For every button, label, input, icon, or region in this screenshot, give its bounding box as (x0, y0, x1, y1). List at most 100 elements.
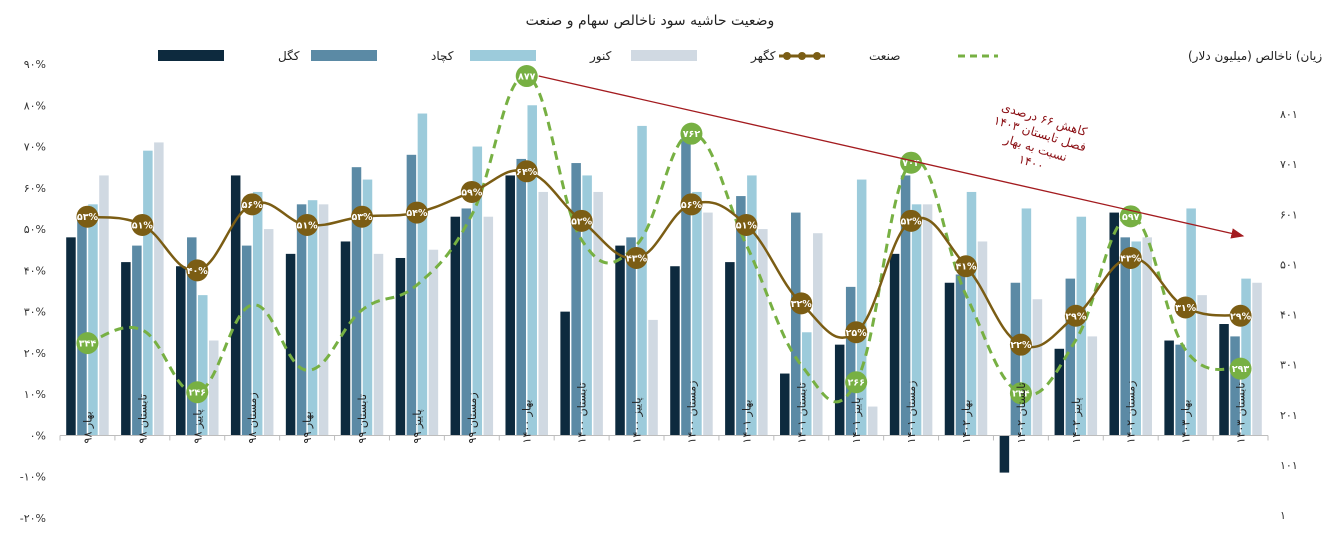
x-label: بهار ۱۴۰۳ (1180, 400, 1193, 444)
bar-1-18 (1065, 278, 1076, 436)
profit-marker (1119, 205, 1142, 228)
bar-2-3 (252, 191, 263, 436)
x-label: بهار ۱۴۰۱ (740, 400, 753, 444)
bar-2-0 (88, 204, 98, 436)
legend-label: کنور (589, 49, 612, 64)
right-tick-label: ۴۰۱ (1280, 309, 1298, 322)
bar-2-4 (307, 200, 318, 436)
bar-1-6 (406, 154, 417, 436)
legend-marker (798, 52, 806, 60)
legend-swatch (158, 50, 224, 61)
right-tick-label: ۶۰۱ (1280, 208, 1298, 221)
industry-point-label: ۵۲% (571, 216, 593, 227)
bar-0-6 (395, 257, 406, 436)
bar-1-20 (1175, 344, 1185, 436)
industry-point-label: ۴۳% (1120, 253, 1142, 264)
bar-0-0 (66, 237, 76, 436)
bar-0-5 (340, 241, 351, 436)
industry-point-label: ۵۳% (77, 212, 99, 223)
legend-swatch (311, 50, 377, 61)
bar-0-1 (121, 262, 131, 436)
bar-1-10 (626, 237, 636, 436)
bar-2-14 (856, 179, 867, 436)
bar-0-19 (1109, 212, 1119, 436)
industry-point-label: ۳۱% (1175, 303, 1197, 314)
bar-0-11 (670, 266, 680, 436)
right-tick-label: ۵۰۱ (1280, 258, 1298, 271)
bar-1-21 (1230, 336, 1240, 436)
bar-3-0 (99, 175, 109, 436)
bar-2-13 (802, 332, 812, 436)
right-y-axis: ۱ ۱۰۱ ۲۰۱ ۳۰۱ ۴۰۱ ۵۰۱ ۶۰۱ ۷۰۱ ۸۰۱ (1280, 108, 1298, 522)
bar-1-4 (296, 204, 307, 436)
bar-0-2 (176, 266, 186, 436)
bar-2-20 (1186, 208, 1196, 436)
profit-marker (76, 332, 99, 355)
bar-1-17 (1010, 282, 1021, 436)
bar-1-15 (900, 175, 911, 436)
left-tick-label: ۴۰% (24, 264, 46, 277)
bar-3-11 (703, 212, 713, 436)
x-label: پاییز ۱۴۰۰ (631, 397, 644, 443)
industry-point-label: ۶۴% (516, 167, 538, 178)
industry-point-label: ۴۳% (626, 253, 648, 264)
industry-marker (845, 321, 868, 344)
profit-point-label: ۸۷۷ (518, 72, 536, 83)
industry-point-label: ۵۶% (242, 200, 264, 211)
bar-3-10 (648, 319, 658, 436)
bar-2-17 (1021, 208, 1032, 436)
bar-1-5 (351, 167, 362, 436)
bar-1-7 (461, 208, 472, 436)
legend-label: کچاد (431, 49, 454, 63)
bar-2-5 (362, 179, 373, 436)
profit-point-label: ۲۴۴ (1012, 389, 1030, 400)
bar-0-18 (1054, 348, 1065, 436)
legend: کگل کچاد کنور کگهر صنعت سود (زیان) ناخالص (می… (158, 49, 1323, 64)
industry-point-label: ۵۲% (901, 216, 923, 227)
profit-point-label: ۲۹۳ (1232, 364, 1250, 375)
bar-0-4 (285, 253, 296, 436)
left-tick-label: ۳۰% (24, 306, 46, 319)
industry-point-label: ۳۲% (791, 299, 813, 310)
profit-point-label: ۲۴۶ (189, 388, 206, 399)
x-label: بهار ۹۹ (301, 411, 314, 443)
x-label: تابستان ۱۴۰۲ (1015, 382, 1028, 443)
bar-3-4 (318, 204, 329, 436)
bar-3-12 (758, 229, 768, 436)
bar-3-18 (1087, 336, 1098, 436)
legend-label: صنعت (869, 49, 900, 63)
bar-3-19 (1142, 237, 1152, 436)
profit-marker (900, 151, 923, 174)
bar-3-17 (1032, 299, 1043, 436)
bar-1-1 (132, 245, 142, 436)
profit-marker (1009, 382, 1032, 405)
industry-marker (735, 213, 758, 236)
industry-marker (241, 193, 264, 216)
line-series: ۳۴۴ ۲۴۶ ۸۷۷ ۷۶۲ ۲۶۶ ۷۰۴ ۲۴۴ ۵۹۷ ۲۹۳ ۵۳% ۵۱% ۴۰% ۵۶% ۵… (76, 65, 1252, 405)
right-tick-label: ۳۰۱ (1280, 359, 1298, 372)
bar-3-13 (813, 233, 823, 436)
x-label: تابستان ۱۴۰۱ (795, 382, 808, 443)
x-label: پاییز ۱۴۰۲ (1070, 397, 1083, 443)
x-label: بهار ۱۴۰۰ (521, 400, 534, 444)
bar-1-13 (791, 212, 801, 436)
x-label: بهار ۹۸ (81, 411, 94, 443)
right-tick-label: ۱ (1280, 509, 1286, 522)
bar-2-1 (143, 150, 153, 436)
x-label: زمستان ۱۴۰۱ (905, 381, 918, 444)
industry-marker (460, 180, 483, 203)
x-label: تابستان ۱۴۰۳ (1235, 382, 1248, 443)
industry-point-label: ۴۱% (955, 262, 977, 273)
bar-0-12 (725, 262, 735, 436)
bar-0-3 (230, 175, 241, 436)
industry-marker (405, 201, 428, 224)
left-tick-label: ۵۰% (24, 223, 46, 236)
bar-1-9 (571, 163, 581, 436)
right-tick-label: ۱۰۱ (1280, 459, 1298, 472)
x-label: زمستان ۹۸ (246, 392, 259, 443)
bar-series (66, 105, 1262, 473)
x-label: پاییز ۱۴۰۱ (850, 397, 863, 443)
industry-point-label: ۵۱% (736, 220, 758, 231)
bar-3-5 (373, 253, 384, 436)
legend-label: سود (زیان) ناخالص (میلیون دلار) (1188, 49, 1323, 64)
